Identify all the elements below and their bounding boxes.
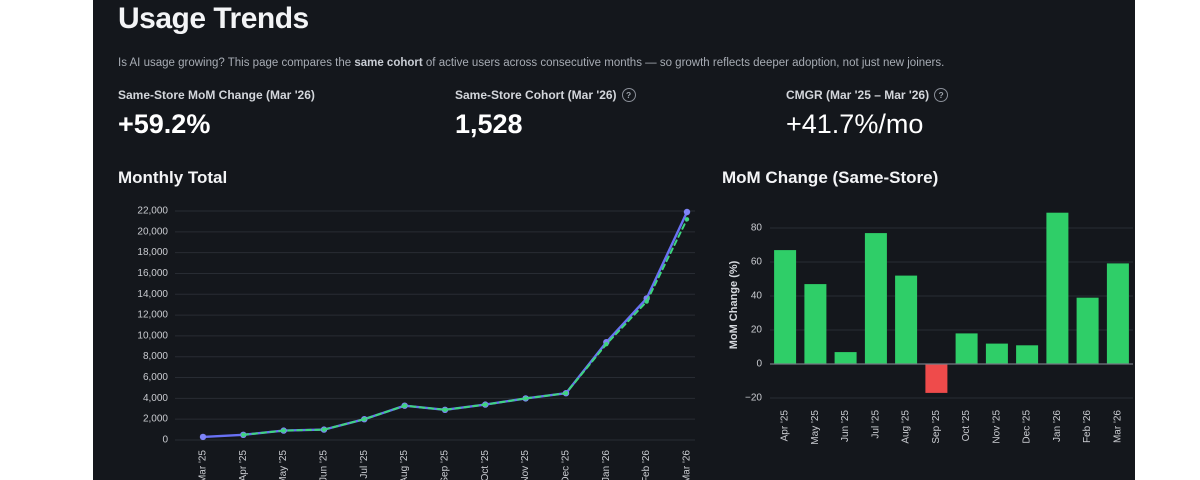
svg-text:Sep '25: Sep '25	[931, 410, 942, 444]
svg-text:−20: −20	[745, 393, 762, 404]
svg-text:Oct '25: Oct '25	[480, 450, 491, 480]
svg-text:80: 80	[751, 223, 763, 234]
svg-text:14,000: 14,000	[137, 289, 168, 300]
svg-text:May '25: May '25	[278, 450, 289, 480]
svg-text:12,000: 12,000	[137, 310, 168, 321]
kpi-value: 1,528	[455, 109, 523, 139]
svg-text:Feb '26: Feb '26	[641, 450, 652, 480]
svg-text:Jun '25: Jun '25	[840, 410, 851, 442]
subtitle-bold-text: same cohort	[354, 57, 423, 69]
monthly-total-chart: 0 2,000 4,000 6,000 8,000 10,000 12,000 14,000 1…	[118, 200, 710, 480]
svg-text:Jun '25: Jun '25	[318, 450, 329, 480]
kpi-value: +59.2%	[118, 109, 211, 139]
svg-text:16,000: 16,000	[137, 268, 168, 279]
mom-change-chart-title: MoM Change (Same-Store)	[722, 168, 939, 187]
svg-text:Apr '25: Apr '25	[780, 410, 791, 442]
svg-text:Mar '26: Mar '26	[1112, 410, 1123, 443]
svg-text:Mar '26: Mar '26	[681, 450, 692, 480]
page-title: Usage Trends	[118, 2, 309, 35]
subtitle-text: Is AI usage growing? This page compares …	[118, 57, 355, 69]
svg-text:Mar '25: Mar '25	[198, 450, 209, 480]
svg-text:Dec '25: Dec '25	[560, 450, 571, 480]
svg-text:40: 40	[751, 291, 763, 302]
svg-text:10,000: 10,000	[137, 330, 168, 341]
kpi-value: +41.7%/mo	[786, 109, 924, 139]
svg-text:Nov '25: Nov '25	[991, 410, 1002, 444]
svg-text:4,000: 4,000	[143, 393, 168, 404]
svg-text:Jan '26: Jan '26	[601, 450, 612, 480]
svg-text:Feb '26: Feb '26	[1082, 410, 1093, 443]
subtitle-text: of active users across consecutive month…	[422, 57, 945, 69]
svg-text:22,000: 22,000	[137, 206, 168, 217]
svg-text:Aug '25: Aug '25	[901, 410, 912, 444]
page-subtitle: Is AI usage growing? This page compares …	[118, 57, 1018, 69]
line-chart-svg: 0 2,000 4,000 6,000 8,000 10,000 12,000 14,000 1…	[137, 206, 695, 480]
svg-text:0: 0	[162, 435, 168, 446]
dashboard-panel: Usage Trends Is AI usage growing? This p…	[93, 0, 1135, 480]
kpi-label: Same-Store MoM Change (Mar '26)	[118, 88, 315, 102]
svg-text:Jul '25: Jul '25	[359, 450, 370, 479]
svg-text:8,000: 8,000	[143, 351, 168, 362]
kpi-label: Same-Store Cohort (Mar '26)	[455, 88, 617, 102]
svg-text:May '25: May '25	[810, 410, 821, 445]
svg-text:6,000: 6,000	[143, 372, 168, 383]
svg-text:Aug '25: Aug '25	[399, 450, 410, 480]
kpi-same-store-cohort: Same-Store Cohort (Mar '26)? 1,528	[455, 88, 636, 140]
svg-text:2,000: 2,000	[143, 414, 168, 425]
help-icon[interactable]: ?	[621, 88, 636, 102]
svg-text:Jan '26: Jan '26	[1052, 410, 1063, 442]
bar-chart-svg: −20 0 20 40 60 80 Apr '25 May '25 Jun '25 Jul '25…	[728, 212, 1133, 445]
svg-text:Sep '25: Sep '25	[439, 450, 450, 480]
svg-text:Nov '25: Nov '25	[520, 450, 531, 480]
mom-change-chart: −20 0 20 40 60 80 Apr '25 May '25 Jun '25 Jul '25…	[722, 200, 1135, 480]
svg-text:Oct '25: Oct '25	[961, 410, 972, 442]
svg-text:18,000: 18,000	[137, 247, 168, 258]
kpi-cmgr: CMGR (Mar '25 – Mar '26)? +41.7%/mo	[786, 88, 949, 140]
svg-text:Dec '25: Dec '25	[1022, 410, 1033, 444]
monthly-total-chart-title: Monthly Total	[118, 168, 228, 187]
svg-text:0: 0	[756, 359, 762, 370]
svg-text:20: 20	[751, 325, 763, 336]
svg-text:60: 60	[751, 257, 763, 268]
svg-text:Apr '25: Apr '25	[238, 450, 249, 480]
kpi-label: CMGR (Mar '25 – Mar '26)	[786, 88, 930, 102]
kpi-same-store-mom-change: Same-Store MoM Change (Mar '26) +59.2%	[118, 88, 315, 140]
svg-text:20,000: 20,000	[137, 226, 168, 237]
help-icon[interactable]: ?	[934, 88, 949, 102]
svg-text:MoM Change (%): MoM Change (%)	[728, 260, 740, 349]
svg-text:Jul '25: Jul '25	[870, 410, 881, 439]
